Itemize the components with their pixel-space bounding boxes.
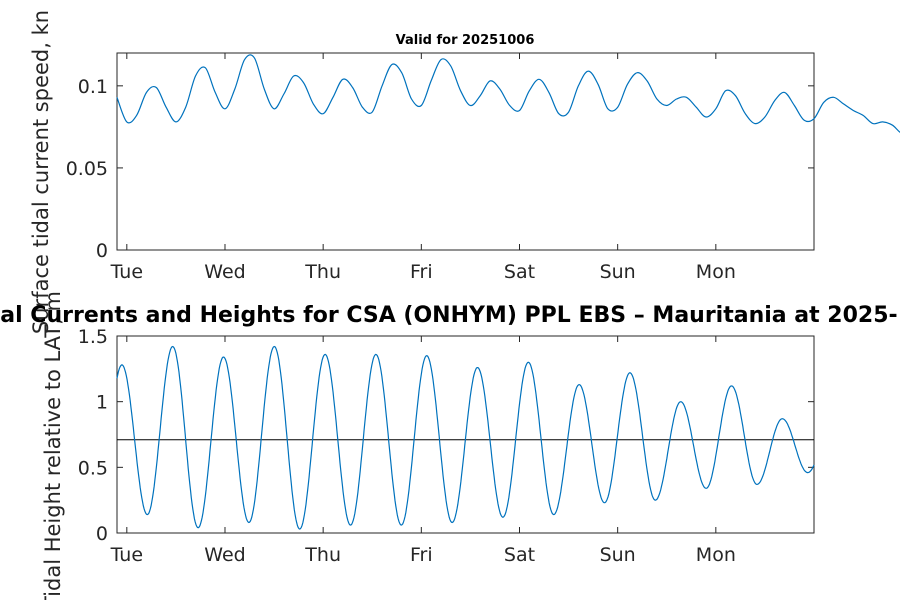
- current-speed-series-line: [116, 54, 900, 134]
- y-tick-label: 0.5: [78, 457, 108, 479]
- main-figure-title: Tidal Currents and Heights for CSA (ONHY…: [0, 303, 900, 328]
- current-speed-x-tick-labels: Tue Wed Thu Fri Sat Sun Mon: [110, 261, 736, 283]
- x-tick-label: Mon: [696, 261, 736, 283]
- x-tick-label: Tue: [110, 261, 143, 283]
- x-tick-label: Tue: [110, 544, 143, 566]
- x-tick-label: Mon: [696, 544, 736, 566]
- tidal-height-y-tick-labels: 0 0.5 1 1.5: [78, 326, 108, 545]
- tidal-height-x-tick-labels: Tue Wed Thu Fri Sat Sun Mon: [110, 544, 736, 566]
- y-tick-label: 0: [96, 523, 108, 545]
- y-tick-label: 1: [96, 392, 108, 414]
- x-tick-label: Fri: [410, 261, 433, 283]
- x-tick-label: Wed: [204, 261, 245, 283]
- x-tick-label: Thu: [304, 261, 341, 283]
- current-speed-title: Valid for 20251006: [396, 33, 535, 48]
- current-speed-tick-marks: [117, 53, 814, 251]
- y-tick-label: 0.1: [78, 76, 108, 98]
- current-speed-plot: Valid for 20251006 0 0.05 0.1 Tue Wed Thu Fri…: [66, 33, 900, 283]
- tidal-height-axes-box: [116, 335, 815, 534]
- tidal-height-y-axis-label: Tidal Height relative to LAT, m: [41, 291, 65, 600]
- y-tick-label: 0.05: [66, 158, 108, 180]
- current-speed-axes-box: [116, 52, 815, 251]
- x-tick-label: Sat: [504, 261, 535, 283]
- current-speed-y-tick-labels: 0 0.05 0.1: [66, 76, 108, 262]
- tidal-height-series-line: [116, 345, 815, 530]
- tidal-height-plot: 0 0.5 1 1.5 Tue Wed Thu Fri Sat Sun Mon: [78, 326, 815, 566]
- x-tick-label: Thu: [304, 544, 341, 566]
- x-tick-label: Wed: [204, 544, 245, 566]
- x-tick-label: Sun: [600, 261, 636, 283]
- current-speed-y-axis-label: Surface tidal current speed, kn: [29, 10, 53, 334]
- y-tick-label: 0: [96, 240, 108, 262]
- x-tick-label: Fri: [410, 544, 433, 566]
- x-tick-label: Sat: [504, 544, 535, 566]
- y-tick-label: 1.5: [78, 326, 108, 348]
- x-tick-label: Sun: [600, 544, 636, 566]
